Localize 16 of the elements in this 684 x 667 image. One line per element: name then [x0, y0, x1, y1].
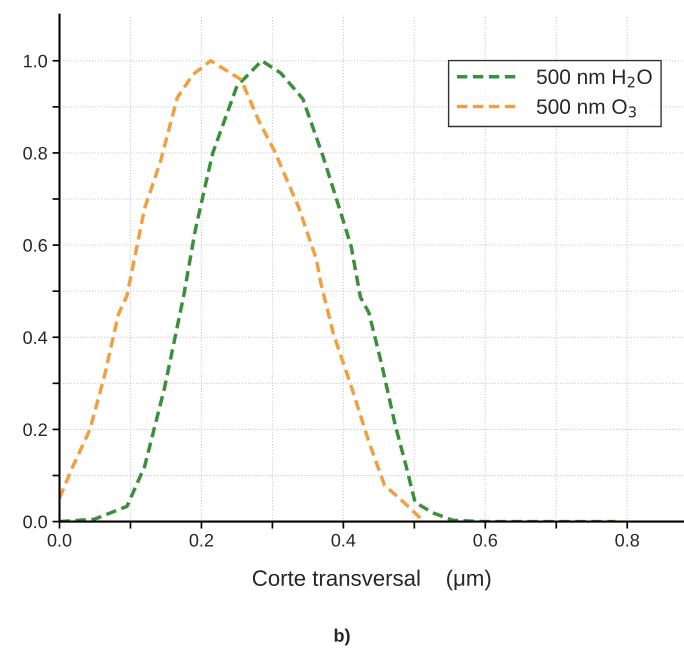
- y-tick-label: 1.0: [24, 54, 47, 68]
- legend-label: 500 nm H$_{2}$O: [536, 69, 652, 88]
- y-tick-label: 0.8: [23, 146, 47, 160]
- y-tick-label: 0.0: [23, 516, 47, 528]
- x-tick-label: 0.0: [48, 534, 72, 547]
- line-series: [60, 59, 424, 522]
- legend-label: 500 nm O$_{3}$: [536, 99, 636, 118]
- x-tick-label: 0.4: [332, 534, 356, 547]
- y-tick-label: 0.2: [23, 423, 47, 436]
- x-tick-label: 0.2: [190, 534, 214, 547]
- x-tick-label: 0.6: [473, 534, 498, 547]
- y-tick-label: 0.4: [23, 331, 48, 344]
- x-axis-title: Corte transversal (μm): [252, 570, 490, 590]
- text: b): [334, 628, 350, 646]
- y-tick-label: 0.6: [23, 239, 47, 252]
- x-tick-label: 0.8: [615, 534, 639, 547]
